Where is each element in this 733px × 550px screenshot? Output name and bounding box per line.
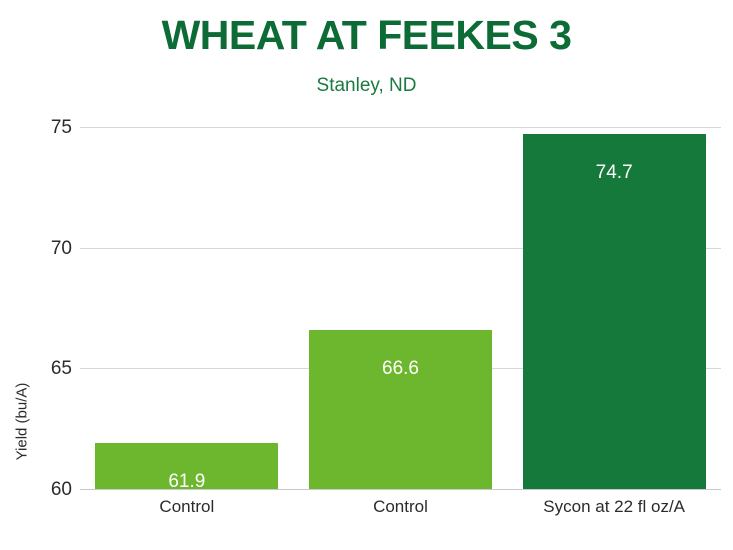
- plot-area: 61.9 66.6 74.7: [80, 127, 721, 493]
- bar-value-label: 66.6: [382, 357, 419, 379]
- bar-value-label: 61.9: [168, 471, 206, 493]
- bar[interactable]: 74.7: [522, 134, 706, 489]
- bar[interactable]: 66.6: [309, 329, 492, 489]
- bar-value-label: 74.7: [595, 162, 633, 184]
- bar[interactable]: 61.9: [95, 443, 279, 493]
- y-tick-label-75: 75: [50, 117, 72, 138]
- y-tick-label-65: 65: [50, 358, 72, 380]
- y-tick-label-70: 70: [50, 237, 72, 259]
- gridline-70: [80, 247, 721, 249]
- x-tick-label: Control: [159, 497, 215, 516]
- gridline-75: [80, 127, 721, 128]
- x-tick-label: Sycon at 22 fl oz/A: [543, 497, 686, 516]
- chart-subtitle: Stanley, ND: [316, 75, 417, 96]
- x-tick-label: Control: [373, 497, 428, 516]
- y-tick-label-60: 60: [50, 479, 72, 500]
- gridline-60: [80, 489, 721, 490]
- y-axis: Yield (bu/A) 60 65 70 75: [0, 118, 73, 499]
- chart-title: WHEAT AT FEEKES 3: [161, 12, 572, 58]
